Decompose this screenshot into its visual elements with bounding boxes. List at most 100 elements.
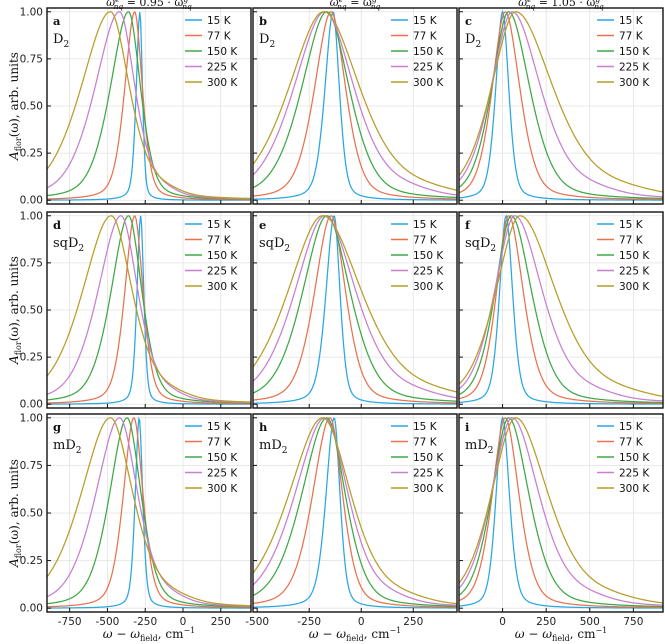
legend-entry: 77 K	[207, 235, 232, 247]
series-line-300k	[459, 215, 663, 397]
legend-entry: 15 K	[207, 219, 232, 231]
legend: 15 K 77 K 150 K 225 K 300 K	[391, 219, 444, 293]
axis-labels: Aflor(ω), arb. units Aflor(ω), arb. units…	[7, 52, 607, 643]
series-line-300k	[47, 11, 251, 200]
x-tick-label: -750	[58, 616, 82, 628]
legend-entry: 150 K	[413, 452, 444, 464]
panel-label: sqD2	[53, 236, 84, 254]
series-line-15k	[253, 417, 457, 609]
x-tick-label: 250	[403, 616, 423, 628]
legend: 15 K 77 K 150 K 225 K 300 K	[391, 421, 444, 495]
y-tick-label: 0.50	[20, 508, 43, 520]
series-group	[459, 416, 663, 609]
series-line-150k	[47, 215, 251, 404]
x-tick-label: -500	[96, 616, 120, 628]
panel-label: D2	[53, 32, 69, 50]
x-tick-label: 750	[623, 616, 643, 628]
series-group	[47, 11, 251, 201]
column-title: ωenq = ωgnq	[330, 0, 381, 11]
legend-entry: 150 K	[413, 250, 444, 262]
y-tick-label: 0.00	[20, 603, 43, 615]
x-tick-label: -500	[245, 616, 269, 628]
series-line-300k	[47, 417, 251, 607]
legend-entry: 15 K	[207, 15, 232, 27]
column-title: ωenq = 1.05 · ωgnq	[518, 0, 604, 11]
legend-entry: 77 K	[413, 31, 438, 43]
legend-entry: 300 K	[207, 483, 238, 495]
x-tick-label: -250	[297, 616, 321, 628]
legend-entry: 150 K	[207, 452, 238, 464]
panel-d: 0.00 0.25 0.50 0.75 1.00 d sqD2 15 K 77 K 150 K 22…	[20, 210, 252, 411]
series-line-300k	[253, 417, 457, 605]
legend: 15 K 77 K 150 K 225 K 300 K	[185, 15, 238, 89]
legend-entry: 300 K	[207, 281, 238, 293]
series-line-225k	[47, 215, 251, 404]
panel-a: 0.00 0.25 0.50 0.75 1.00 a D2 15 K 77 K 150 K 225 …	[20, 6, 252, 207]
series-line-225k	[459, 215, 663, 402]
series-group	[459, 214, 663, 405]
series-line-225k	[47, 417, 251, 607]
panel-e: e sqD2 15 K 77 K 150 K 225 K 300 K	[252, 211, 458, 409]
legend-entry: 150 K	[413, 46, 444, 58]
legend-entry: 300 K	[207, 77, 238, 89]
series-line-150k	[253, 11, 457, 199]
legend: 15 K 77 K 150 K 225 K 300 K	[185, 421, 238, 495]
y-tick-label: 1.00	[20, 6, 43, 18]
legend-entry: 77 K	[413, 437, 438, 449]
y-axis-label: Aflor(ω), arb. units	[7, 52, 23, 161]
legend-entry: 300 K	[413, 77, 444, 89]
legend-entry: 225 K	[413, 266, 444, 278]
panel-label: mD2	[259, 438, 287, 456]
x-tick-label: 0	[180, 616, 187, 628]
y-tick-label: 0.75	[20, 53, 43, 65]
series-line-15k	[253, 11, 457, 201]
legend-entry: 225 K	[207, 62, 238, 74]
panel-letter: h	[259, 420, 268, 434]
series-line-77k	[253, 417, 457, 608]
y-tick-label: 0.25	[20, 352, 43, 364]
legend-entry: 15 K	[619, 421, 644, 433]
series-line-15k	[47, 416, 251, 609]
legend-entry: 77 K	[207, 437, 232, 449]
panel-grid: 0.00 0.25 0.50 0.75 1.00 a D2 15 K 77 K 150 K 225 …	[20, 6, 664, 628]
legend-entry: 77 K	[619, 437, 644, 449]
legend: 15 K 77 K 150 K 225 K 300 K	[597, 219, 650, 293]
series-line-300k	[459, 417, 663, 604]
y-tick-label: 0.00	[20, 399, 43, 411]
y-tick-label: 1.00	[20, 412, 43, 424]
panel-label: mD2	[53, 438, 81, 456]
x-axis-label: ω − ωfield, cm−1	[103, 626, 196, 643]
panel-letter: i	[465, 420, 470, 434]
panel-label: mD2	[465, 438, 493, 456]
legend-entry: 150 K	[207, 46, 238, 58]
panel-b: b D2 15 K 77 K 150 K 225 K 300 K	[252, 7, 458, 205]
legend-entry: 77 K	[619, 31, 644, 43]
y-tick-label: 0.75	[20, 460, 43, 472]
column-title: ωenq = 0.95 · ωgnq	[106, 0, 192, 11]
series-line-15k	[459, 10, 663, 201]
legend-entry: 77 K	[413, 235, 438, 247]
panel-letter: e	[259, 218, 266, 232]
x-axis-label: ω − ωfield, cm−1	[309, 626, 402, 643]
series-line-77k	[47, 215, 251, 405]
legend-entry: 225 K	[619, 266, 650, 278]
series-group	[253, 11, 457, 201]
x-tick-label: 250	[211, 616, 231, 628]
series-line-15k	[47, 12, 251, 201]
legend: 15 K 77 K 150 K 225 K 300 K	[597, 421, 650, 495]
legend-entry: 15 K	[413, 15, 438, 27]
series-line-15k	[47, 215, 251, 405]
legend-entry: 15 K	[413, 219, 438, 231]
legend-entry: 300 K	[619, 281, 650, 293]
panel-label: D2	[465, 32, 481, 50]
series-group	[47, 416, 251, 609]
panel-g: 0.00 0.25 0.50 0.75 1.00 -750 -500 -250 0 250 g mD2…	[20, 412, 252, 628]
x-axis-label: ω − ωfield, cm−1	[515, 626, 608, 643]
y-axis-label: Aflor(ω), arb. units	[7, 459, 23, 568]
legend: 15 K 77 K 150 K 225 K 300 K	[185, 219, 238, 293]
legend-entry: 300 K	[619, 77, 650, 89]
legend-entry: 225 K	[413, 468, 444, 480]
series-line-300k	[47, 215, 251, 403]
x-tick-label: 250	[536, 616, 556, 628]
y-tick-label: 0.00	[20, 195, 43, 207]
